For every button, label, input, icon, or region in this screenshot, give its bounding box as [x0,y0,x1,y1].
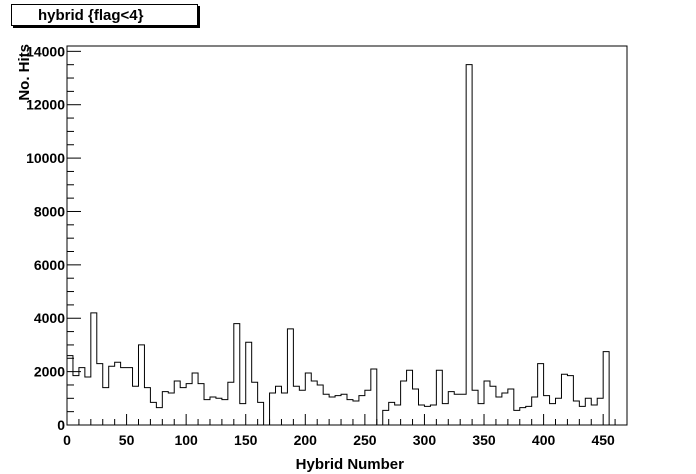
y-tick-label: 14000 [26,43,65,59]
y-axis: 0 2000 4000 6000 8000 10000 12000 14000 [26,43,81,433]
x-axis-title: Hybrid Number [296,456,405,473]
plot-frame [66,45,628,426]
x-tick-label: 400 [532,432,556,448]
x-tick-label: 50 [119,432,135,448]
y-axis-title: No. Hits [16,44,33,101]
chart-title-box: hybrid {flag<4} [11,4,198,26]
x-tick-label: 100 [174,432,198,448]
y-tick-label: 4000 [34,310,65,326]
x-tick-label: 250 [353,432,377,448]
y-tick-label: 6000 [34,257,65,273]
x-tick-label: 300 [413,432,437,448]
x-tick-label: 350 [472,432,496,448]
y-tick-label: 12000 [26,97,65,113]
histogram-line [67,64,610,426]
y-tick-label: 8000 [34,203,65,219]
chart-title: hybrid {flag<4} [38,7,144,24]
x-tick-label: 450 [591,432,615,448]
y-tick-label: 10000 [26,150,65,166]
y-tick-label: 0 [57,417,65,433]
x-tick-label: 200 [294,432,318,448]
y-tick-label: 2000 [34,364,65,380]
x-axis: 0 50 100 150 200 250 300 350 400 450 [63,414,628,448]
x-tick-label: 0 [63,432,71,448]
x-tick-label: 150 [234,432,258,448]
